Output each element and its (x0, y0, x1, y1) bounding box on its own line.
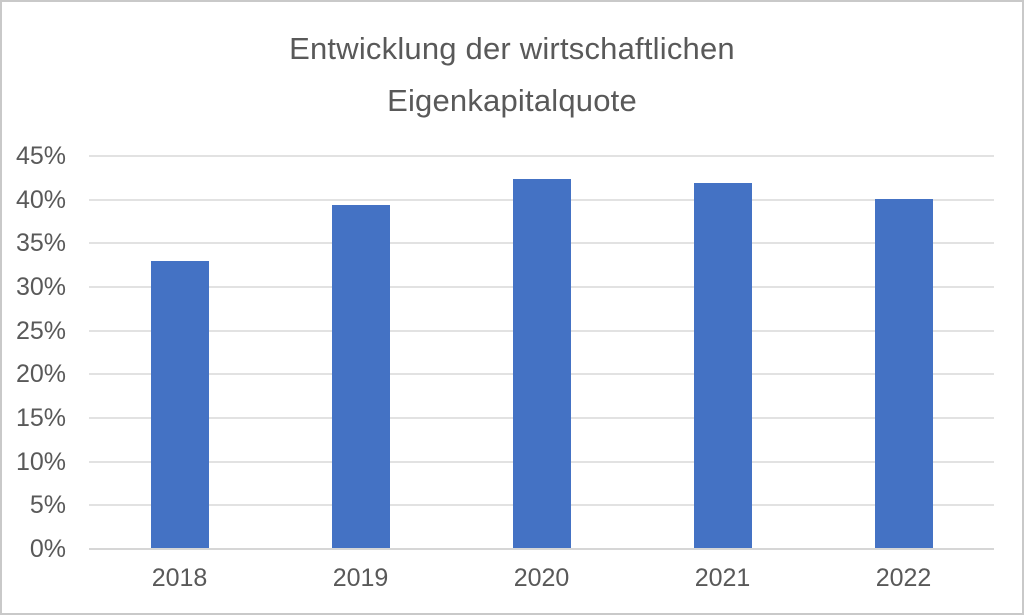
y-axis-tick-label: 15% (15, 404, 66, 432)
x-axis-tick-label: 2021 (694, 564, 751, 592)
y-axis-tick-label: 45% (15, 142, 66, 170)
bar-2019 (331, 204, 390, 549)
chart-title-line-1: Entwicklung der wirtschaftlichen (289, 31, 735, 66)
y-axis-tick-label: 0% (29, 535, 66, 563)
y-axis-tick-label: 5% (29, 491, 66, 520)
x-axis-line (89, 548, 994, 550)
y-axis-tick-label: 35% (15, 229, 66, 258)
chart-title: Entwicklung der wirtschaftlichen Eigenka… (2, 23, 1022, 127)
x-axis-tick-label: 2018 (151, 564, 208, 592)
chart-title-line-2: Eigenkapitalquote (387, 83, 637, 118)
y-axis-tick-label: 25% (15, 316, 66, 345)
y-axis-tick-label: 10% (15, 447, 66, 476)
bar-2021 (693, 183, 752, 549)
x-axis-tick-label: 2019 (332, 564, 389, 592)
x-axis-tick-label: 2022 (875, 564, 932, 592)
x-axis-tick-label: 2020 (513, 564, 570, 592)
y-axis-tick-label: 20% (15, 360, 66, 389)
bar-2020 (512, 178, 571, 549)
gridline-45 (89, 155, 994, 157)
bar-2018 (150, 260, 209, 549)
bar-2022 (874, 198, 933, 549)
y-axis-tick-label: 30% (15, 273, 66, 301)
y-axis-tick-label: 40% (15, 185, 66, 214)
